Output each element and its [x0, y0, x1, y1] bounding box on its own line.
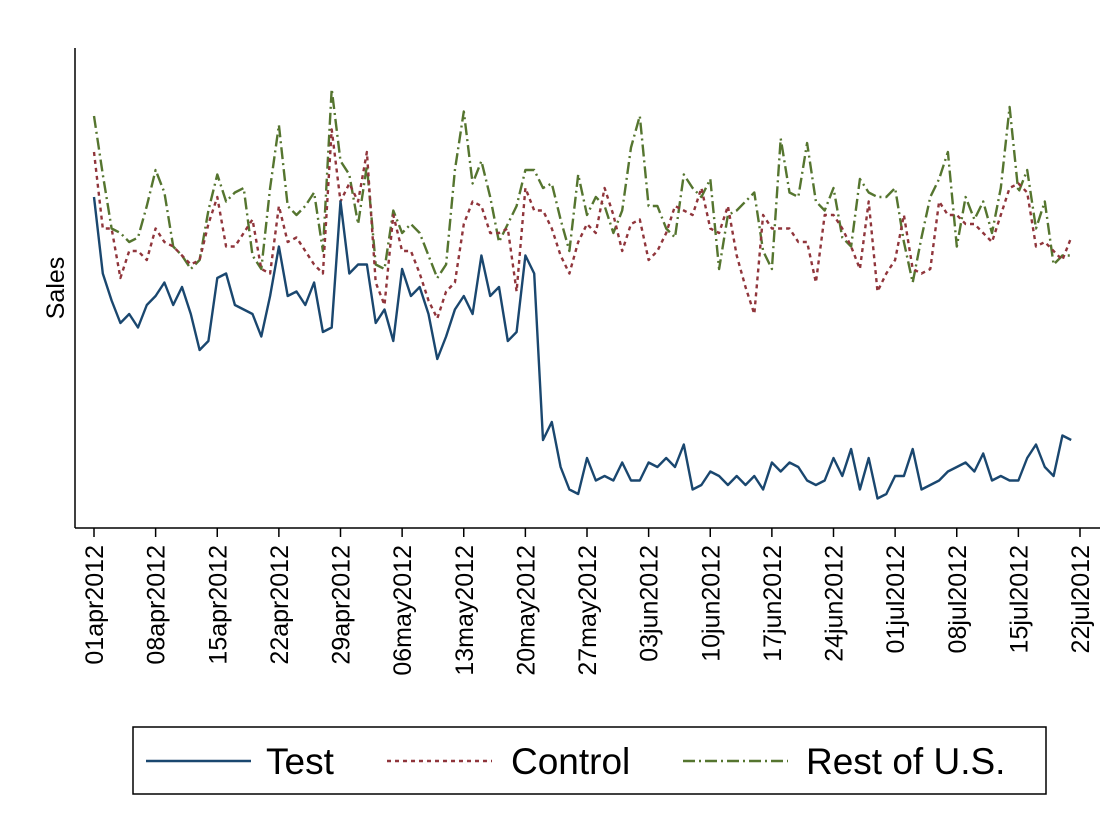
legend-box — [132, 726, 1047, 795]
series-lines — [92, 87, 1073, 500]
x-tick-label: 08jul2012 — [944, 545, 972, 653]
x-tick-label: 13may2012 — [451, 545, 479, 676]
x-tick-label: 10jun2012 — [697, 545, 725, 662]
series-line-control — [92, 128, 1073, 320]
x-tick-label: 20may2012 — [512, 545, 540, 676]
x-tick-label: 17jun2012 — [759, 545, 787, 662]
x-tick-label: 22apr2012 — [266, 545, 294, 665]
series-line-test — [92, 196, 1072, 500]
x-tick-label: 27may2012 — [574, 545, 602, 676]
x-tick-label: 24jun2012 — [821, 545, 849, 662]
x-tick-label: 15jul2012 — [1005, 545, 1033, 653]
x-tick-label: 03jun2012 — [636, 545, 664, 662]
x-tick-label: 01apr2012 — [81, 545, 109, 665]
legend-label-rest-of-us: Rest of U.S. — [806, 741, 1005, 782]
series-line-rest-of-u-s — [92, 87, 1072, 284]
x-tick-label: 06may2012 — [389, 545, 417, 676]
x-tick-label: 01jul2012 — [882, 545, 910, 653]
y-axis-title: Sales — [42, 257, 70, 320]
x-tick-label: 29apr2012 — [328, 545, 356, 665]
legend: Test Control Rest of U.S. — [132, 726, 1047, 795]
x-tick-label: 22jul2012 — [1067, 545, 1095, 653]
x-tick-label: 08apr2012 — [143, 545, 171, 665]
x-tick-label: 15apr2012 — [204, 545, 232, 665]
legend-label-test: Test — [266, 741, 335, 782]
legend-label-control: Control — [511, 741, 630, 782]
x-axis-ticks: 01apr2012 08apr2012 15apr2012 22apr2012 29ap… — [81, 528, 1095, 676]
